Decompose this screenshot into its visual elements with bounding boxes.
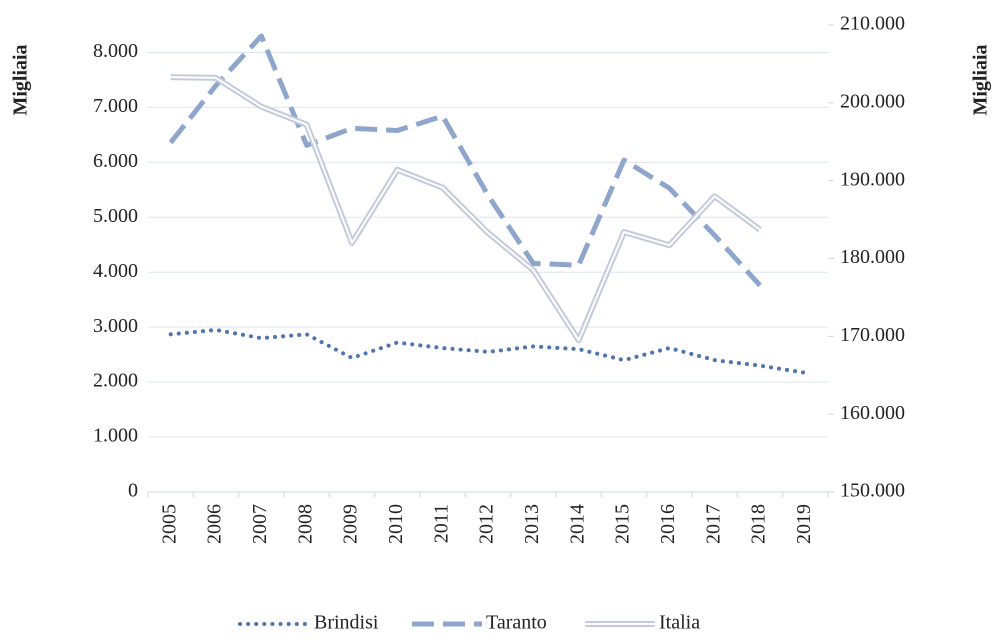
y2-tick-label: 170.000 bbox=[840, 324, 905, 346]
y-tick-label: 7.000 bbox=[93, 95, 138, 117]
x-tick-label: 2013 bbox=[521, 504, 543, 544]
y2-tick-label: 150.000 bbox=[840, 480, 905, 502]
x-tick-label: 2010 bbox=[385, 504, 407, 544]
y2-tick-label: 160.000 bbox=[840, 402, 905, 424]
y-tick-label: 6.000 bbox=[93, 150, 138, 172]
y-tick-label: 3.000 bbox=[93, 315, 138, 337]
x-tick-label: 2006 bbox=[204, 504, 226, 544]
y-tick-label: 5.000 bbox=[93, 205, 138, 227]
series-line bbox=[168, 327, 808, 375]
x-tick-label: 2009 bbox=[340, 504, 362, 544]
series-line bbox=[170, 74, 762, 344]
x-tick-label: 2012 bbox=[476, 504, 498, 544]
legend-label: Italia bbox=[659, 612, 700, 634]
legend-label: Brindisi bbox=[314, 612, 379, 634]
y-tick-label: 0 bbox=[128, 480, 138, 502]
y-tick-label: 4.000 bbox=[93, 260, 138, 282]
x-tick-label: 2017 bbox=[702, 504, 724, 544]
y-tick-label: 1.000 bbox=[93, 425, 138, 447]
legend-label: Taranto bbox=[486, 612, 547, 634]
x-tick-label: 2011 bbox=[430, 504, 452, 543]
x-tick-label: 2016 bbox=[657, 504, 679, 544]
y2-tick-label: 180.000 bbox=[840, 246, 905, 268]
y-tick-label: 8.000 bbox=[93, 40, 138, 62]
x-tick-label: 2015 bbox=[612, 504, 634, 544]
x-tick-label: 2008 bbox=[294, 504, 316, 544]
y-axis-title: Migliaia bbox=[10, 44, 32, 115]
y2-tick-label: 210.000 bbox=[840, 13, 905, 35]
x-tick-label: 2007 bbox=[249, 504, 271, 544]
x-tick-label: 2018 bbox=[748, 504, 770, 544]
x-tick-label: 2005 bbox=[158, 504, 180, 544]
series-line bbox=[168, 33, 762, 288]
y2-tick-label: 200.000 bbox=[840, 90, 905, 112]
y-tick-label: 2.000 bbox=[93, 370, 138, 392]
x-tick-label: 2019 bbox=[793, 504, 815, 544]
x-tick-label: 2014 bbox=[566, 504, 588, 544]
y2-axis-title: Migliaia bbox=[970, 44, 992, 115]
y2-tick-label: 190.000 bbox=[840, 168, 905, 190]
series-line-inner bbox=[170, 76, 761, 342]
